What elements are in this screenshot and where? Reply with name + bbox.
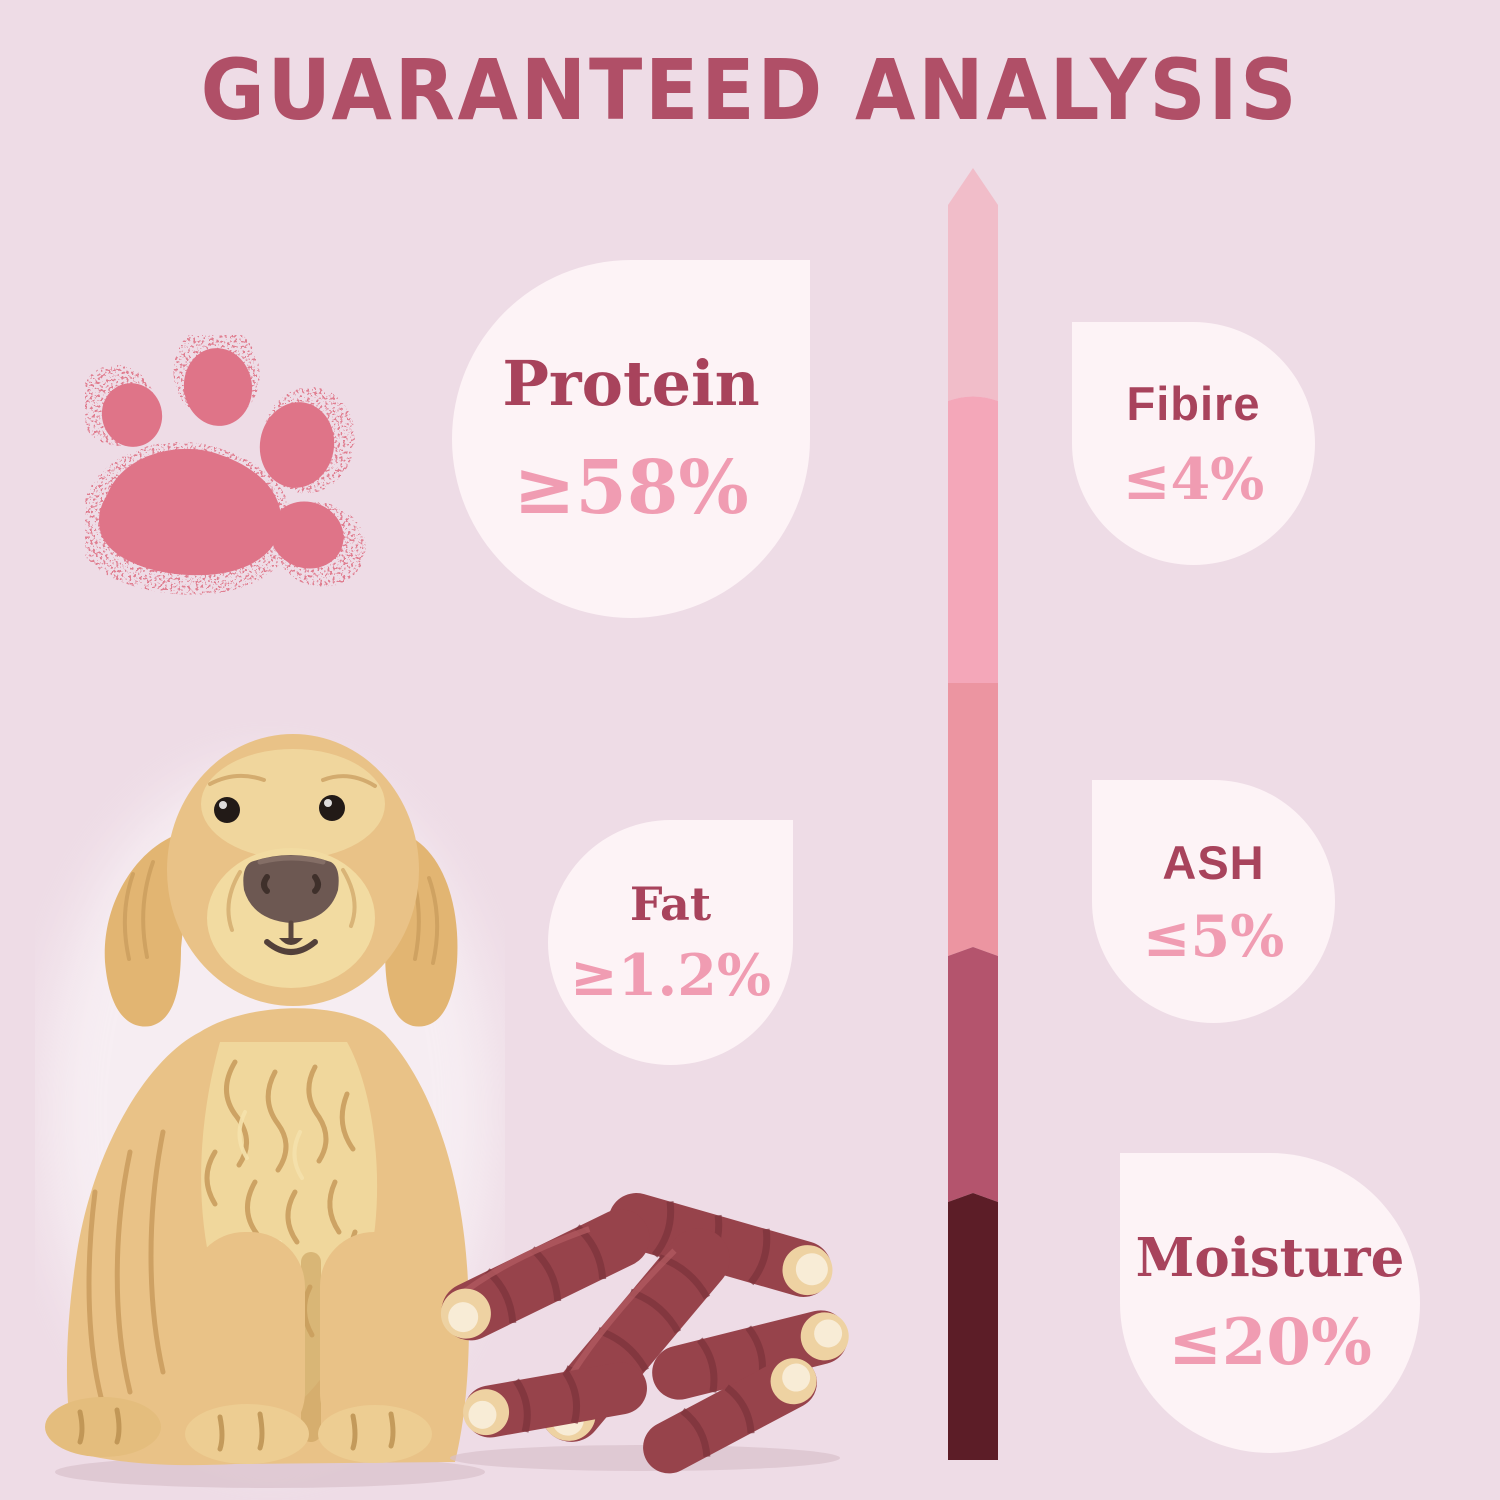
dog-nose-highlight bbox=[257, 855, 326, 865]
dog-eye-left bbox=[214, 797, 240, 823]
moisture-bubble: Moisture ≤20% bbox=[1120, 1153, 1420, 1453]
arrow-segment-1 bbox=[948, 168, 998, 401]
fibire-bubble: Fibire ≤4% bbox=[1072, 322, 1315, 565]
arrow-segment-3 bbox=[948, 683, 998, 956]
paw-core-layer bbox=[98, 348, 344, 576]
dog-nose bbox=[243, 855, 339, 923]
dog-brow-lines bbox=[208, 773, 377, 788]
dog-muzzle-creases bbox=[226, 868, 357, 932]
arrow-segment-2 bbox=[948, 396, 998, 683]
chew-stick bbox=[643, 1356, 817, 1474]
dog-front-paw-left bbox=[185, 1404, 309, 1464]
dog-nostrils bbox=[261, 874, 321, 894]
dog-eye-right-glint bbox=[324, 799, 332, 807]
fibire-value: ≤4% bbox=[1122, 445, 1265, 513]
page-title: GUARANTEED ANALYSIS bbox=[200, 41, 1300, 139]
dog-toe-creases bbox=[77, 1407, 396, 1452]
protein-bubble: Protein ≥58% bbox=[452, 260, 810, 618]
arrow-segment-4 bbox=[948, 947, 998, 1202]
protein-label: Protein bbox=[502, 347, 760, 420]
dog-eye-left-glint bbox=[219, 801, 227, 809]
treats-pile-illustration bbox=[440, 1193, 849, 1474]
moisture-label: Moisture bbox=[1135, 1226, 1405, 1289]
dog-eye-right bbox=[319, 795, 345, 821]
dog-front-leg-right bbox=[320, 1232, 428, 1447]
ash-bubble: ASH ≤5% bbox=[1092, 780, 1335, 1023]
fibire-label: Fibire bbox=[1126, 376, 1261, 430]
arrow-segment-5 bbox=[948, 1193, 998, 1460]
moisture-value: ≤20% bbox=[1168, 1304, 1372, 1380]
protein-value: ≥58% bbox=[513, 445, 749, 531]
fat-value: ≥1.2% bbox=[569, 942, 772, 1009]
dog-haunch-fur-lines bbox=[86, 1129, 166, 1415]
dog-front-leg-left bbox=[190, 1232, 305, 1447]
dog-rear-paw bbox=[45, 1397, 161, 1457]
ash-label: ASH bbox=[1162, 835, 1265, 889]
dog-gap-shadow bbox=[301, 1252, 321, 1442]
fat-label: Fat bbox=[629, 877, 712, 931]
analysis-arrow-bar bbox=[948, 168, 998, 1460]
paw-print-icon bbox=[85, 335, 366, 595]
ash-value: ≤5% bbox=[1142, 902, 1285, 970]
chew-stick bbox=[440, 1209, 650, 1341]
treats-shadow bbox=[450, 1445, 840, 1471]
chew-stick bbox=[463, 1362, 647, 1438]
dog-figurine-illustration bbox=[45, 734, 495, 1488]
fat-bubble: Fat ≥1.2% bbox=[548, 820, 793, 1065]
dog-front-paw-right bbox=[318, 1405, 432, 1463]
dog-mouth bbox=[264, 939, 318, 955]
dog-mouth-opening bbox=[279, 938, 303, 945]
